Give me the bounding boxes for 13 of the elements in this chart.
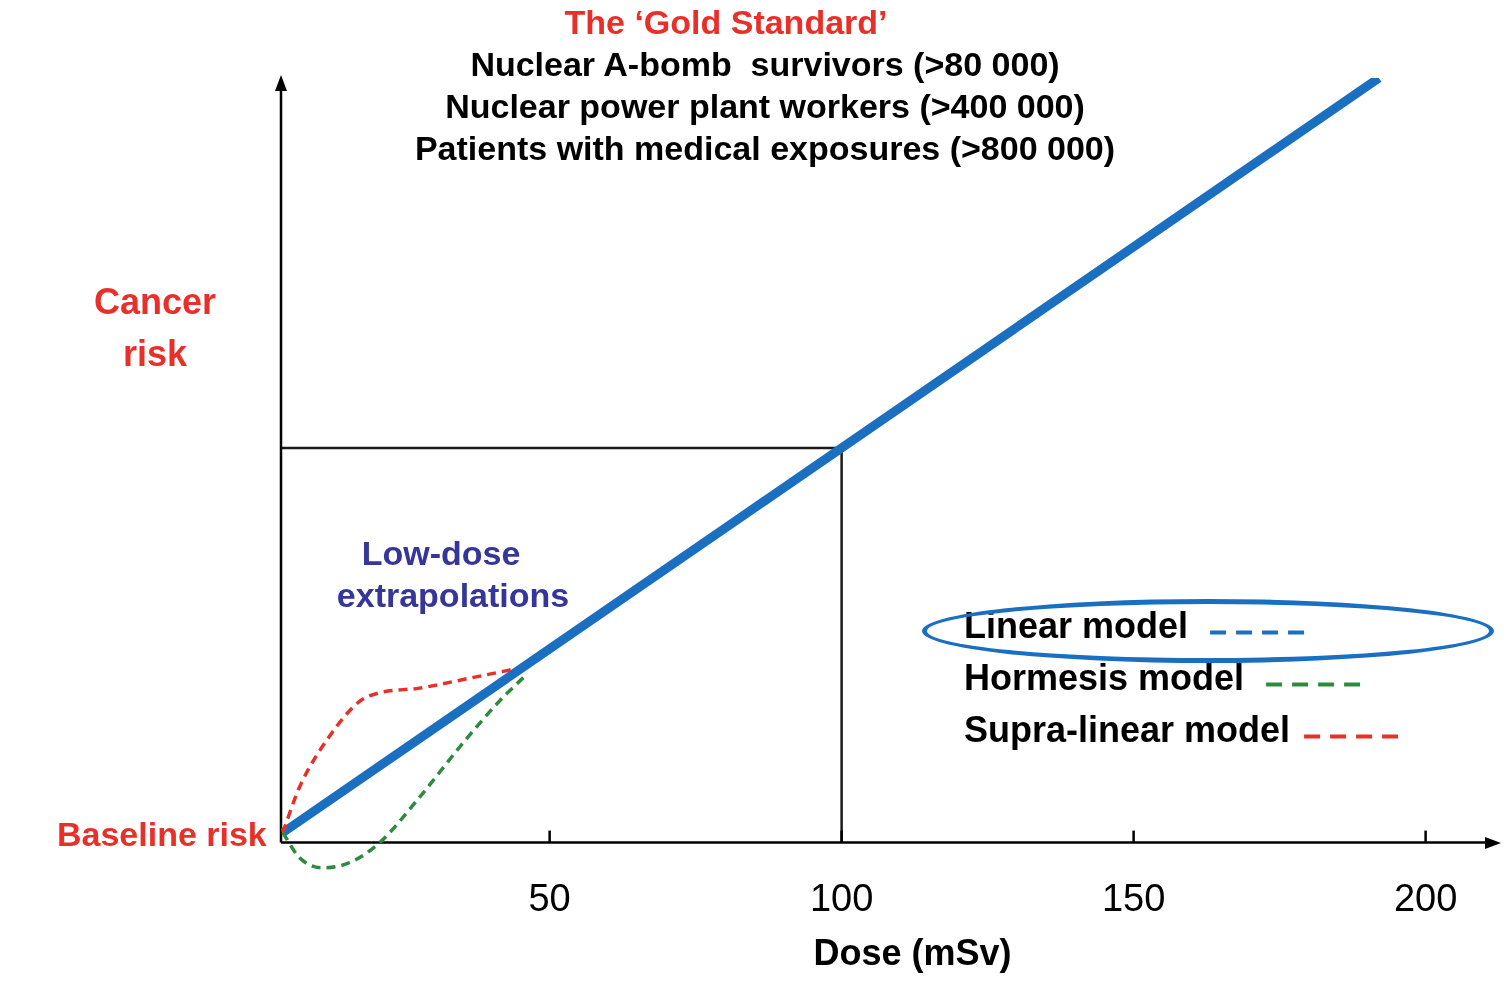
- annotation: Baseline risk: [56, 815, 267, 854]
- x-tick-label: 150: [1101, 877, 1166, 920]
- legend-label: Hormesis model: [964, 657, 1245, 699]
- x-tick-label: 100: [809, 877, 874, 920]
- chart-title: The ‘Gold Standard’: [564, 3, 888, 42]
- legend-label: Supra-linear model: [964, 709, 1291, 751]
- chart-subtitle: Nuclear A-bomb survivors (>80 000) Nuclear power plant workers (>400 000) Patients with medical exposures (>800 000): [414, 45, 1116, 168]
- annotation: Low-dose extrapolations: [336, 534, 570, 615]
- x-tick-label: 50: [528, 877, 571, 920]
- y-axis-title: Cancer risk: [93, 281, 217, 375]
- x-axis-title: Dose (mSv): [813, 931, 1012, 973]
- legend-label: Linear model: [964, 605, 1189, 647]
- x-tick-label: 200: [1393, 877, 1458, 920]
